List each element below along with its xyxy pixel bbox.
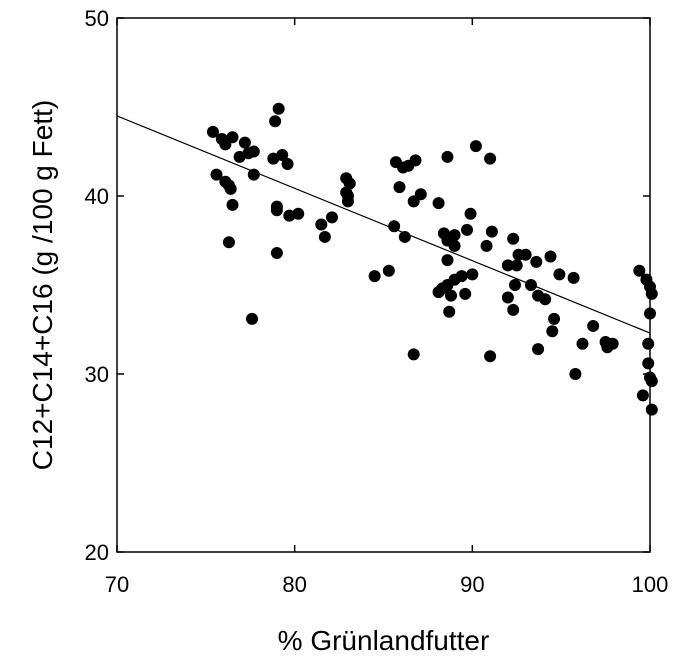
data-point — [270, 246, 283, 259]
data-point — [484, 152, 497, 165]
data-point — [645, 287, 658, 300]
data-point — [292, 207, 305, 220]
data-point — [246, 312, 259, 325]
data-point — [270, 204, 283, 217]
data-point — [642, 357, 655, 370]
data-point — [459, 287, 472, 300]
trend-line — [116, 115, 651, 334]
y-axis-label: C12+C14+C16 (g /100 g Fett) — [27, 100, 58, 470]
x-tick-label: 100 — [632, 572, 669, 597]
data-point — [398, 230, 411, 243]
data-point — [233, 150, 246, 163]
data-point — [226, 131, 239, 144]
data-point — [269, 115, 282, 128]
y-tick-label: 50 — [85, 6, 109, 31]
y-tick-label: 30 — [85, 362, 109, 387]
data-point — [238, 136, 251, 149]
data-point — [283, 209, 296, 222]
data-point — [226, 198, 239, 211]
data-point — [388, 220, 401, 233]
data-point — [210, 168, 223, 181]
data-point — [461, 223, 474, 236]
data-point — [382, 264, 395, 277]
data-point — [633, 264, 646, 277]
data-point — [315, 218, 328, 231]
data-point — [510, 259, 523, 272]
plot-frame — [116, 17, 651, 553]
data-point — [276, 149, 289, 162]
data-point — [546, 325, 559, 338]
data-point — [606, 337, 619, 350]
data-point — [432, 286, 445, 299]
data-point — [644, 307, 656, 320]
data-point — [224, 182, 237, 195]
y-tick-label: 20 — [85, 540, 109, 565]
data-point — [484, 350, 497, 363]
data-point — [636, 389, 649, 402]
data-point — [576, 337, 589, 350]
x-tick-label: 80 — [282, 572, 306, 597]
data-point — [443, 305, 456, 318]
data-point — [432, 197, 445, 210]
data-point — [407, 195, 420, 208]
data-point — [642, 337, 655, 350]
data-point — [445, 289, 458, 302]
data-point — [368, 270, 381, 283]
data-point — [567, 271, 580, 284]
data-point — [508, 279, 521, 291]
data-point — [407, 348, 420, 361]
data-point — [645, 403, 658, 416]
data-point — [341, 195, 354, 208]
data-point — [645, 375, 658, 388]
data-point — [519, 248, 532, 261]
data-point — [393, 181, 406, 194]
data-point — [222, 236, 235, 249]
y-tick-label: 40 — [85, 184, 109, 209]
data-point — [539, 293, 552, 306]
data-point — [524, 279, 537, 291]
data-point — [548, 312, 561, 325]
data-point — [441, 254, 454, 267]
data-point — [507, 303, 520, 316]
x-tick-label: 90 — [460, 572, 484, 597]
data-point — [441, 279, 454, 291]
data-point — [544, 250, 557, 263]
plot-area: 70 80 90 100 20 30 40 50 — [85, 6, 669, 597]
data-point — [469, 140, 482, 153]
data-point — [409, 154, 422, 167]
data-point — [441, 150, 454, 163]
x-axis-label: % Grünlandfutter — [278, 625, 490, 656]
data-point — [247, 168, 260, 181]
data-point — [281, 157, 294, 170]
data-point — [464, 207, 477, 220]
data-point — [325, 211, 338, 224]
data-point — [485, 225, 498, 238]
data-point — [247, 145, 260, 158]
data-point — [480, 239, 493, 252]
data-point — [587, 319, 600, 332]
data-point — [501, 291, 514, 304]
data-point — [448, 239, 461, 252]
data-point — [532, 343, 545, 356]
x-tick-label: 70 — [105, 572, 129, 597]
data-point — [272, 102, 285, 115]
data-point — [530, 255, 543, 268]
data-point — [553, 268, 566, 281]
data-point — [206, 125, 219, 138]
data-point — [466, 268, 479, 281]
data-point — [501, 259, 514, 272]
data-point — [507, 232, 520, 245]
data-point — [318, 230, 331, 243]
data-point — [569, 368, 582, 380]
